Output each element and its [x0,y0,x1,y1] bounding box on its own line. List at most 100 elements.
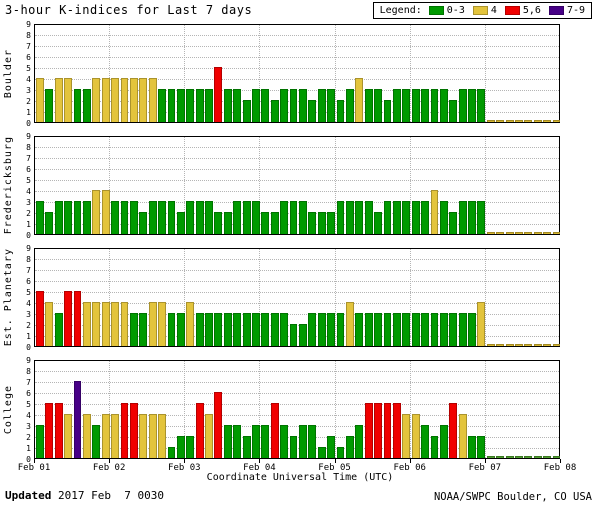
k-bar [186,89,195,122]
h-gridline [35,393,559,394]
legend-swatch-7-9 [548,6,564,15]
k-bar [158,89,166,122]
k-bar [515,456,523,458]
v-gridline [184,249,186,346]
k-bar [101,190,110,234]
k-bar [36,201,44,234]
h-gridline [35,303,559,304]
y-tick-label: 5 [26,63,31,73]
chart-title: 3-hour K-indices for Last 7 days [5,3,253,17]
k-bar [458,89,467,122]
k-bar [345,302,354,346]
k-bar [327,89,336,122]
k-bar [430,313,439,346]
k-bar [533,120,542,122]
k-bar [449,100,458,122]
k-bar [73,89,82,122]
y-tick-label: 8 [26,30,31,40]
v-gridline [409,25,411,122]
panel-est-planetary [34,248,561,347]
k-bar [402,313,411,346]
k-bar [223,425,232,458]
k-bar [261,313,270,346]
k-bar [214,313,223,346]
k-bar [148,201,157,234]
v-gridline [184,361,186,458]
y-tick-label: 7 [26,153,31,163]
k-bar [158,302,166,346]
updated-value: 2017 Feb 7 0030 [51,489,164,502]
k-bar [195,403,204,458]
k-bar [195,201,204,234]
y-tick-label: 3 [26,85,31,95]
legend-item-label: 5,6 [522,5,541,16]
k-bar [317,212,326,234]
y-tick-label: 4 [26,186,31,196]
k-bar [82,414,91,458]
k-bar [327,212,336,234]
v-gridline [334,249,336,346]
v-gridline [109,361,111,458]
y-tick-label: 1 [26,443,31,453]
k-bar [524,344,533,346]
k-bar [101,302,110,346]
k-bar [515,232,523,234]
legend-item-label: 7-9 [566,5,585,16]
k-bar [515,344,523,346]
k-bar [515,120,523,122]
k-bar [430,436,439,458]
v-gridline [484,137,486,234]
k-bar [54,403,63,458]
v-gridline [109,137,111,234]
k-bar [45,302,54,346]
k-bar [214,67,223,122]
x-tick-mark [34,459,35,463]
k-bar [383,403,392,458]
k-bar [64,291,73,346]
x-tick-label: Feb 03 [168,463,201,473]
k-bar [543,120,552,122]
x-tick-label: Feb 06 [393,463,426,473]
k-bar [270,403,279,458]
k-bar [458,313,467,346]
x-tick-mark [259,459,261,463]
y-tick-label: 7 [26,377,31,387]
k-bar [505,120,514,122]
k-bar [308,212,317,234]
x-tick-label: Feb 01 [17,463,51,473]
k-bar [374,313,383,346]
legend-item: 0-3 [428,5,465,16]
k-bar [148,414,157,458]
k-bar [252,425,260,458]
k-bar [280,201,289,234]
k-bar [411,89,420,122]
k-bar [36,425,44,458]
y-tick-label: 4 [26,298,31,308]
k-bar [186,436,195,458]
h-gridline [35,191,559,192]
k-bar [233,201,242,234]
k-bar [552,456,561,458]
k-bar [317,447,326,458]
y-tick-label: 0 [26,230,31,240]
h-gridline [35,46,559,47]
k-bar [148,302,157,346]
k-bar [205,414,213,458]
k-bar [411,201,420,234]
h-gridline [35,35,559,36]
k-bar [129,403,138,458]
k-bar [449,403,458,458]
k-bar [45,403,54,458]
k-bar [195,313,204,346]
y-tick-label: 1 [26,107,31,117]
h-gridline [35,180,559,181]
k-bar [299,425,307,458]
k-bar [439,425,448,458]
y-tick-label: 6 [26,52,31,62]
k-bar [468,313,476,346]
h-gridline [35,57,559,58]
y-tick-label: 8 [26,142,31,152]
h-gridline [35,415,559,416]
k-bar [355,201,364,234]
k-bar [205,89,213,122]
